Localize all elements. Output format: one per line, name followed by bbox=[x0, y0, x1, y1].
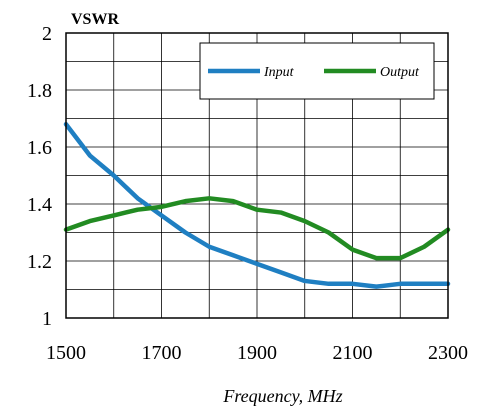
series-line-input bbox=[63, 121, 451, 289]
y-tick-label: 1.8 bbox=[27, 80, 52, 102]
x-tick-label: 1900 bbox=[237, 342, 277, 364]
y-tick-label: 1.2 bbox=[27, 251, 52, 273]
series-line-output bbox=[63, 196, 451, 261]
tick-labels: 1500 1700 1900 2100 2300 1 1.2 1.4 1.6 1.8 2 bbox=[27, 23, 468, 364]
legend: Input Output bbox=[199, 42, 435, 100]
y-tick-label: 2 bbox=[42, 23, 52, 45]
x-tick-label: 2100 bbox=[333, 342, 373, 364]
series-layer bbox=[63, 121, 451, 289]
y-tick-label: 1 bbox=[42, 308, 52, 330]
x-tick-label: 1500 bbox=[46, 342, 86, 364]
x-tick-label: 2300 bbox=[428, 342, 468, 364]
plot-area-border bbox=[65, 32, 449, 319]
legend-label-input: Input bbox=[263, 65, 295, 80]
legend-label-output: Output bbox=[380, 65, 420, 80]
plot-frame bbox=[65, 32, 449, 319]
y-tick-label: 1.6 bbox=[27, 137, 52, 159]
x-tick-label: 1700 bbox=[142, 342, 182, 364]
x-axis-label: Frequency, MHz bbox=[222, 386, 342, 406]
y-axis-label: VSWR bbox=[71, 11, 119, 28]
y-tick-label: 1.4 bbox=[27, 194, 52, 216]
